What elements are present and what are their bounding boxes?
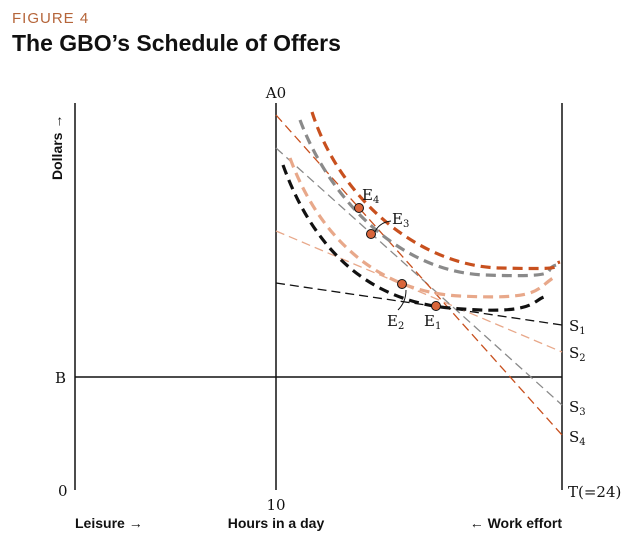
label-ten: 10 [266, 496, 285, 514]
label-s3: S3 [569, 398, 586, 418]
schedule-line-s1 [275, 282, 563, 326]
point-e2 [397, 279, 407, 289]
label-e1: E1 [424, 312, 441, 332]
figure-label: FIGURE 4 [12, 10, 90, 27]
x-left-label: Leisure → [75, 515, 143, 531]
label-s2: S2 [569, 344, 586, 364]
figure-title: The GBO’s Schedule of Offers [12, 30, 341, 56]
label-e2: E2 [387, 312, 404, 332]
e2-arrow [397, 289, 407, 311]
indifference-curve-2 [288, 157, 554, 299]
label-e4: E4 [362, 186, 379, 206]
label-s4: S4 [569, 428, 586, 448]
y-axis-label: Dollars → [49, 115, 65, 180]
label-e3: E3 [392, 210, 409, 230]
point-e3 [366, 229, 376, 239]
label-origin: 0 [58, 482, 68, 500]
label-a0: A0 [265, 84, 286, 102]
indifference-curve-1 [281, 164, 548, 312]
label-b: B [55, 369, 66, 387]
point-e4 [354, 203, 364, 213]
schedule-line-s2 [275, 230, 563, 353]
label-s1: S1 [569, 317, 586, 337]
x-right-label: ← Work effort [470, 515, 563, 531]
label-total: T(=24) [568, 483, 621, 501]
indifference-curve-3 [298, 119, 557, 278]
indifference-curve-4 [310, 111, 561, 271]
point-e1 [431, 301, 441, 311]
e3-arrow [374, 220, 392, 233]
schedule-line-s3 [275, 147, 563, 406]
x-axis-label: Hours in a day [228, 515, 325, 531]
